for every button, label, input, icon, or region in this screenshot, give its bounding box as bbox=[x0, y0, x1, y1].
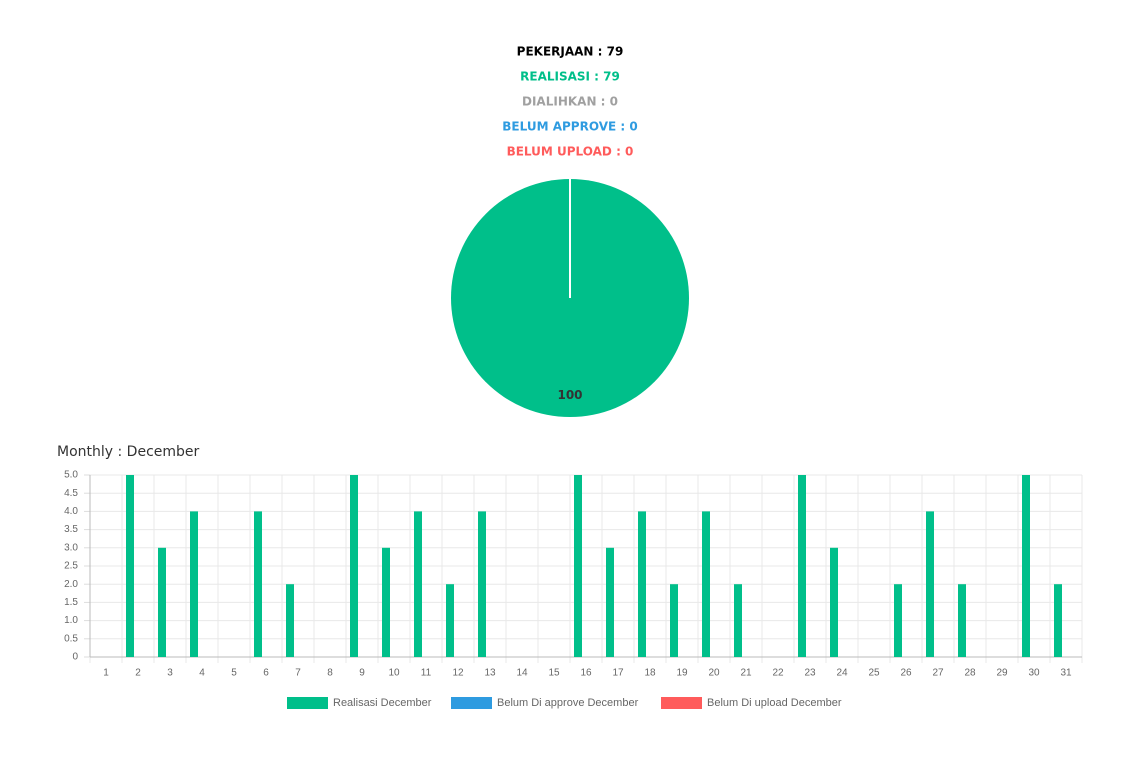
bar bbox=[286, 584, 294, 657]
bar bbox=[1054, 584, 1062, 657]
x-tick-label: 31 bbox=[1060, 668, 1072, 679]
x-tick-label: 26 bbox=[900, 668, 912, 679]
bar bbox=[638, 511, 646, 657]
bar bbox=[894, 584, 902, 657]
summary-line: DIALIHKAN : 0 bbox=[522, 95, 618, 109]
x-tick-label: 14 bbox=[516, 668, 528, 679]
bar bbox=[702, 511, 710, 657]
summary-line: PEKERJAAN : 79 bbox=[517, 45, 624, 59]
legend-swatch bbox=[661, 697, 702, 709]
x-tick-label: 15 bbox=[548, 668, 560, 679]
y-tick-label: 2.5 bbox=[64, 561, 78, 572]
x-tick-label: 27 bbox=[932, 668, 944, 679]
bar bbox=[670, 584, 678, 657]
summary-line: BELUM APPROVE : 0 bbox=[502, 120, 637, 134]
x-tick-label: 7 bbox=[295, 668, 301, 679]
x-tick-label: 30 bbox=[1028, 668, 1040, 679]
x-tick-label: 13 bbox=[484, 668, 496, 679]
x-tick-label: 3 bbox=[167, 668, 173, 679]
x-tick-label: 11 bbox=[421, 668, 432, 679]
bar bbox=[734, 584, 742, 657]
x-tick-label: 9 bbox=[359, 668, 365, 679]
legend-swatch bbox=[451, 697, 492, 709]
y-tick-label: 0 bbox=[72, 652, 78, 663]
x-tick-label: 8 bbox=[327, 668, 333, 679]
pie-label: 100 bbox=[557, 388, 582, 402]
x-tick-label: 29 bbox=[996, 668, 1008, 679]
bar bbox=[574, 475, 582, 657]
x-tick-label: 12 bbox=[452, 668, 464, 679]
x-tick-label: 4 bbox=[199, 668, 205, 679]
x-tick-label: 2 bbox=[135, 668, 141, 679]
y-tick-label: 1.0 bbox=[64, 615, 78, 626]
y-tick-label: 1.5 bbox=[64, 597, 78, 608]
x-tick-label: 19 bbox=[676, 668, 688, 679]
chart-title: Monthly : December bbox=[57, 444, 200, 460]
y-tick-label: 4.5 bbox=[64, 488, 78, 499]
bar bbox=[926, 511, 934, 657]
bar bbox=[126, 475, 134, 657]
x-tick-label: 17 bbox=[612, 668, 624, 679]
bar bbox=[158, 547, 166, 657]
bar bbox=[958, 584, 966, 657]
y-tick-label: 3.0 bbox=[64, 542, 78, 553]
x-tick-label: 5 bbox=[231, 668, 237, 679]
bar bbox=[606, 547, 614, 657]
x-tick-label: 6 bbox=[263, 668, 269, 679]
legend-swatch bbox=[287, 697, 328, 709]
summary-line: REALISASI : 79 bbox=[520, 70, 620, 84]
bar bbox=[382, 547, 390, 657]
bar bbox=[446, 584, 454, 657]
bar bbox=[478, 511, 486, 657]
y-tick-label: 3.5 bbox=[64, 524, 78, 535]
x-tick-label: 20 bbox=[708, 668, 720, 679]
x-tick-label: 25 bbox=[868, 668, 880, 679]
x-tick-label: 1 bbox=[103, 668, 109, 679]
legend-label: Belum Di approve December bbox=[497, 697, 639, 709]
y-tick-label: 0.5 bbox=[64, 633, 78, 644]
legend-label: Realisasi December bbox=[333, 697, 432, 709]
x-tick-label: 23 bbox=[804, 668, 816, 679]
bar bbox=[830, 547, 838, 657]
x-tick-label: 21 bbox=[740, 668, 752, 679]
x-tick-label: 18 bbox=[644, 668, 656, 679]
x-tick-label: 24 bbox=[836, 668, 848, 679]
x-tick-label: 28 bbox=[964, 668, 976, 679]
bar bbox=[254, 511, 262, 657]
y-tick-label: 4.0 bbox=[64, 506, 78, 517]
x-tick-label: 10 bbox=[388, 668, 400, 679]
y-tick-label: 2.0 bbox=[64, 579, 78, 590]
x-tick-label: 22 bbox=[772, 668, 784, 679]
summary-line: BELUM UPLOAD : 0 bbox=[507, 145, 634, 159]
x-tick-label: 16 bbox=[580, 668, 592, 679]
bar bbox=[798, 475, 806, 657]
y-tick-label: 5.0 bbox=[64, 470, 78, 481]
bar bbox=[350, 475, 358, 657]
bar bbox=[1022, 475, 1030, 657]
legend-label: Belum Di upload December bbox=[707, 697, 842, 709]
bar bbox=[190, 511, 198, 657]
bar bbox=[414, 511, 422, 657]
